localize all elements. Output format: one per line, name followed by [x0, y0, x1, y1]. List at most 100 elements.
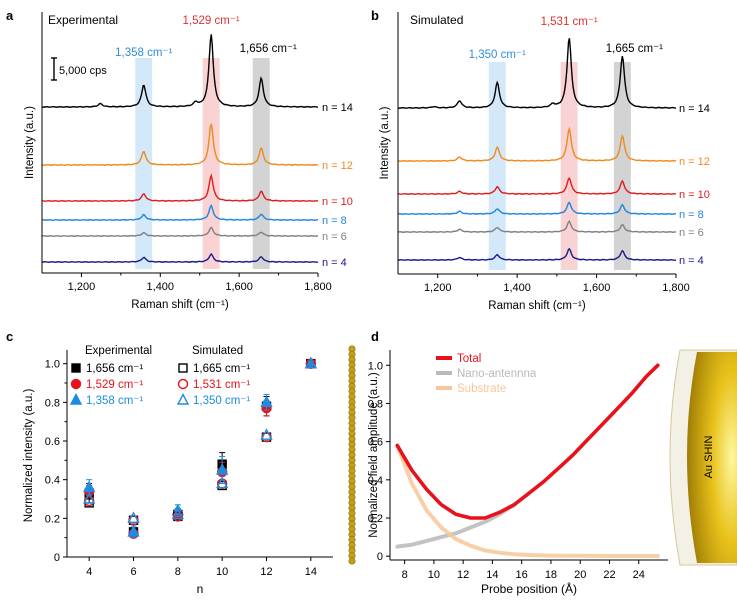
- band-label-0: 1,358 cm⁻¹: [115, 47, 172, 59]
- band-label-0: 1,350 cm⁻¹: [469, 49, 526, 61]
- x-tick-label: 1,600: [225, 281, 253, 293]
- y-tick-label: 0.2: [45, 513, 60, 525]
- y-axis-label: Normalized field amplitude (a.u.): [368, 372, 380, 538]
- x-axis-label: Raman shift (cm⁻¹): [488, 300, 586, 312]
- spectrum-line: [398, 177, 677, 196]
- x-tick-label: 6: [130, 566, 136, 578]
- data-point: [304, 356, 317, 369]
- legend-label: Total: [457, 353, 481, 365]
- panel-title: Experimental: [48, 13, 118, 27]
- y-tick-label: 0.8: [45, 397, 60, 409]
- y-tick-label: 1.0: [368, 360, 383, 372]
- scale-bar-label: 5,000 cps: [59, 65, 107, 77]
- x-axis-label: Raman shift (cm⁻¹): [131, 299, 229, 311]
- x-tick-label: 14: [305, 566, 317, 578]
- legend-marker: [69, 392, 83, 405]
- series-label: n = 10: [322, 196, 353, 208]
- band-label-1: 1,529 cm⁻¹: [183, 15, 240, 27]
- series-label: n = 14: [679, 103, 710, 115]
- x-tick-label: 1,800: [662, 282, 690, 294]
- panel-label-c: c: [6, 329, 13, 344]
- legend-label: 1,529 cm⁻¹: [86, 379, 143, 391]
- y-tick-label: 0.2: [368, 513, 383, 525]
- x-tick-label: 20: [574, 569, 586, 581]
- data-point: [216, 476, 229, 489]
- curve-nano-antennna: [395, 502, 517, 549]
- series-label: n = 6: [322, 231, 347, 243]
- band-label-2: 1,665 cm⁻¹: [606, 43, 663, 55]
- curve-total: [395, 363, 660, 520]
- legend-label: 1,531 cm⁻¹: [193, 379, 250, 391]
- legend-marker: [178, 363, 188, 373]
- y-tick-label: 0.8: [368, 398, 383, 410]
- y-tick-label: 0: [377, 551, 383, 563]
- series-label: n = 4: [322, 257, 347, 269]
- y-tick-label: 0.6: [368, 437, 383, 449]
- data-point: [260, 395, 273, 408]
- spectrum-line: [41, 123, 319, 167]
- data-point: [216, 462, 229, 475]
- series-label: n = 8: [679, 209, 704, 221]
- x-tick-label: 24: [633, 569, 645, 581]
- band-1: [202, 58, 220, 269]
- x-tick-label: 10: [216, 566, 228, 578]
- y-axis-label: Intensity (a.u.): [379, 106, 391, 179]
- y-axis-label: Normalized intensity (a.u.): [23, 389, 35, 523]
- x-tick-label: 12: [457, 569, 469, 581]
- x-tick-label: 16: [516, 569, 528, 581]
- spectrum-line: [397, 247, 677, 262]
- series-label: n = 14: [322, 102, 353, 114]
- y-tick-label: 0.4: [368, 475, 383, 487]
- legend-label: 1,665 cm⁻¹: [193, 363, 250, 375]
- data-point: [127, 511, 140, 524]
- panel-label-b: b: [371, 8, 379, 23]
- band-2: [252, 58, 270, 269]
- x-tick-label: 14: [486, 569, 498, 581]
- panel-label-d: d: [371, 329, 379, 344]
- band-0: [488, 62, 506, 270]
- legend-label: Substrate: [457, 383, 506, 395]
- x-axis-label: Probe position (Å): [481, 581, 577, 596]
- x-tick-label: 1,200: [68, 281, 96, 293]
- series-label: n = 12: [322, 160, 353, 172]
- band-2: [613, 62, 631, 270]
- x-axis-label: n: [197, 582, 204, 596]
- x-tick-label: 1,200: [424, 282, 452, 294]
- x-tick-label: 4: [86, 566, 92, 578]
- band-label-1: 1,531 cm⁻¹: [541, 16, 598, 28]
- legend-label: 1,656 cm⁻¹: [86, 363, 143, 375]
- x-tick-label: 1,400: [503, 282, 531, 294]
- spectrum-line: [41, 226, 319, 238]
- series-label: n = 8: [322, 215, 347, 227]
- chain-bead: [348, 557, 356, 565]
- x-tick-label: 12: [260, 566, 272, 578]
- band-0: [135, 58, 153, 269]
- spectrum-line: [397, 38, 677, 110]
- y-axis-label: Intensity (a.u.): [24, 106, 36, 179]
- data-point: [83, 491, 96, 504]
- panel-label-a: a: [6, 8, 14, 23]
- y-tick-label: 1.0: [45, 359, 60, 371]
- x-tick-label: 1,800: [304, 281, 332, 293]
- spectrum-line: [397, 126, 677, 163]
- au-core: [687, 352, 737, 563]
- x-tick-label: 1,600: [583, 282, 611, 294]
- series-label: n = 4: [679, 255, 704, 267]
- curve-substrate: [395, 443, 660, 558]
- x-tick-label: 8: [402, 569, 408, 581]
- legend-marker: [71, 363, 81, 373]
- band-1: [560, 62, 578, 270]
- data-point: [171, 507, 184, 520]
- x-tick-label: 8: [175, 566, 181, 578]
- spectrum-line: [42, 173, 319, 203]
- particle-label: Au SHIN: [703, 436, 715, 479]
- spectrum-line: [397, 201, 677, 216]
- data-point: [83, 480, 96, 493]
- legend-label: Nano-antennna: [457, 368, 537, 380]
- series-label: n = 12: [679, 156, 710, 168]
- spectrum-line: [41, 252, 319, 264]
- x-tick-label: 10: [428, 569, 440, 581]
- data-point: [127, 524, 140, 537]
- legend-marker: [177, 378, 189, 390]
